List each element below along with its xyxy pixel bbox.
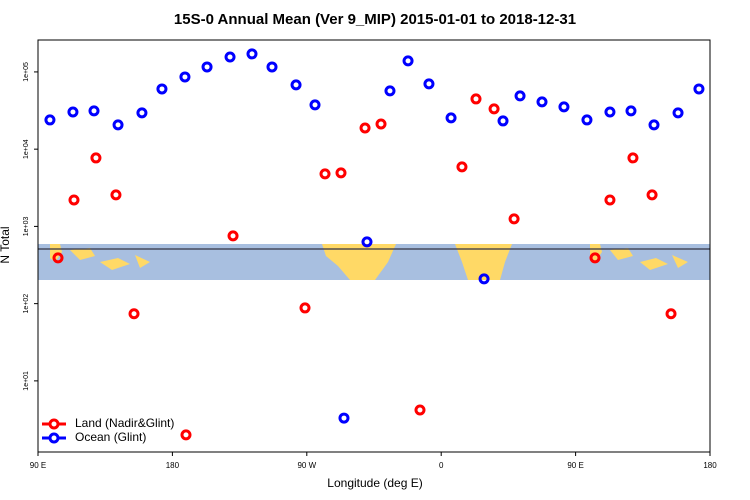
point <box>414 404 426 416</box>
point <box>604 194 616 206</box>
point <box>488 103 500 115</box>
point <box>266 61 278 73</box>
point <box>589 252 601 264</box>
point <box>648 119 660 131</box>
point <box>384 85 396 97</box>
point <box>67 106 79 118</box>
y-tick-label: 1e+01 <box>23 371 30 391</box>
point <box>319 168 331 180</box>
point <box>52 252 64 264</box>
plot-frame <box>37 39 711 453</box>
point <box>180 429 192 441</box>
point <box>112 119 124 131</box>
point <box>359 122 371 134</box>
point <box>402 55 414 67</box>
point <box>88 105 100 117</box>
x-tick-label: 90 W <box>297 461 316 470</box>
legend-label: Land (Nadir&Glint) <box>75 416 174 430</box>
point <box>44 114 56 126</box>
point <box>497 115 509 127</box>
point <box>445 112 457 124</box>
point <box>478 273 490 285</box>
point <box>625 105 637 117</box>
y-axis-label: N Total <box>0 226 12 263</box>
x-tick-label: 90 E <box>30 461 46 470</box>
map-strip <box>38 244 710 280</box>
point <box>309 99 321 111</box>
point <box>375 118 387 130</box>
point <box>470 93 482 105</box>
point <box>423 78 435 90</box>
point <box>128 308 140 320</box>
chart-title: 15S-0 Annual Mean (Ver 9_MIP) 2015-01-01… <box>174 11 576 28</box>
point <box>338 412 350 424</box>
point <box>299 302 311 314</box>
legend-label: Ocean (Glint) <box>75 430 146 444</box>
x-tick-label: 180 <box>703 461 717 470</box>
point <box>665 308 677 320</box>
point <box>179 71 191 83</box>
legend-marker <box>48 432 60 444</box>
point <box>646 189 658 201</box>
point <box>227 230 239 242</box>
point <box>672 107 684 119</box>
point <box>693 83 705 95</box>
x-tick-label: 90 E <box>567 461 583 470</box>
point <box>224 51 236 63</box>
x-tick-label: 180 <box>166 461 180 470</box>
point <box>201 61 213 73</box>
y-tick-label: 1e+03 <box>23 216 30 236</box>
x-axis-label: Longitude (deg E) <box>327 476 422 490</box>
point <box>246 48 258 60</box>
point <box>290 79 302 91</box>
point <box>335 167 347 179</box>
point <box>361 236 373 248</box>
x-tick-label: 0 <box>439 461 444 470</box>
point <box>604 106 616 118</box>
y-tick-label: 1e+05 <box>23 62 30 82</box>
point <box>536 96 548 108</box>
point <box>156 83 168 95</box>
point <box>136 107 148 119</box>
point <box>110 189 122 201</box>
y-tick-label: 1e+04 <box>23 139 30 159</box>
point <box>558 101 570 113</box>
point <box>627 152 639 164</box>
y-tick-label: 1e+02 <box>23 294 30 314</box>
point <box>90 152 102 164</box>
legend-marker <box>48 418 60 430</box>
point <box>508 213 520 225</box>
point <box>581 114 593 126</box>
point <box>68 194 80 206</box>
point <box>514 90 526 102</box>
point <box>456 161 468 173</box>
